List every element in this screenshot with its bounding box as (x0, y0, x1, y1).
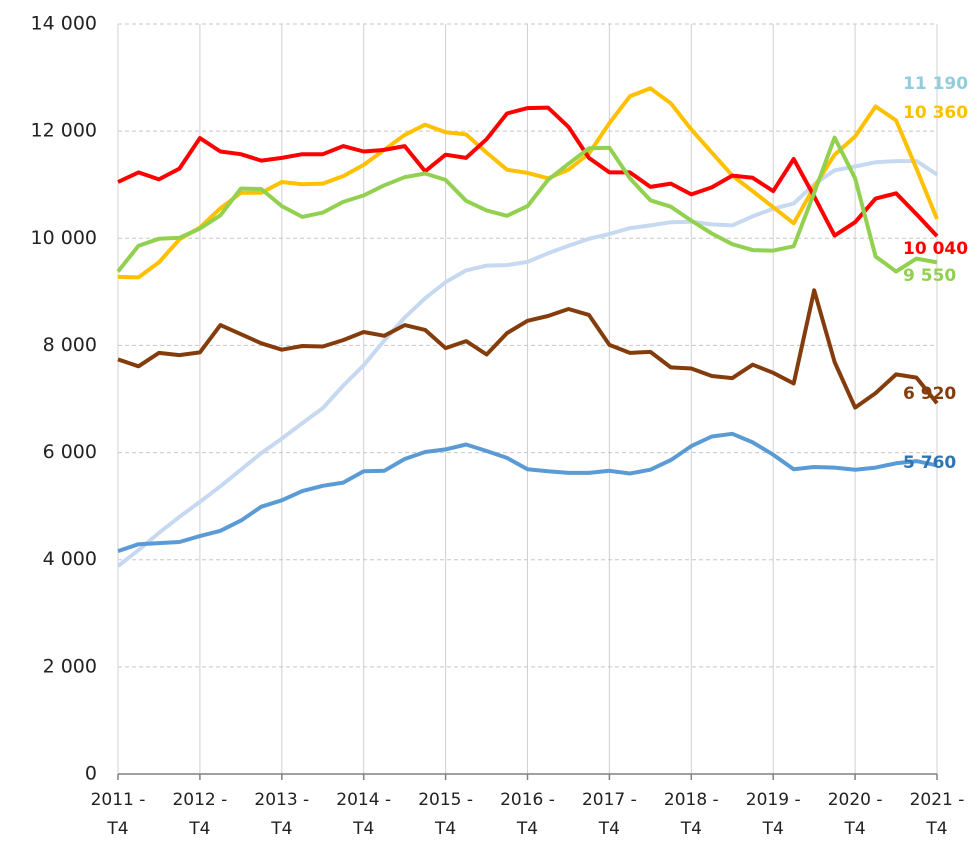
y-tick-label: 2 000 (43, 655, 97, 677)
x-tick-label: 2017 - T4 (581, 790, 637, 839)
x-tick-label: 2013 - T4 (254, 790, 310, 839)
y-tick-label: 8 000 (43, 334, 97, 356)
y-tick-label: 10 000 (31, 227, 97, 249)
x-tick-label: 2018 - T4 (663, 790, 719, 839)
x-tick-label: 2016 - T4 (500, 790, 555, 839)
y-tick-label: 6 000 (43, 441, 97, 463)
y-tick-label: 12 000 (31, 120, 97, 142)
series-line (117, 86, 939, 280)
series-line (117, 105, 939, 238)
series-line (116, 135, 938, 274)
end-value-label: 10 040 (903, 239, 968, 259)
series-line (117, 431, 938, 553)
x-tick-label: 2014 - T4 (336, 790, 392, 839)
end-value-label: 9 550 (903, 266, 956, 286)
x-tick-label: 2011 - T4 (90, 790, 146, 839)
end-value-label: 10 360 (903, 103, 968, 123)
y-tick-label: 4 000 (43, 548, 97, 570)
end-value-label: 5 760 (903, 453, 956, 473)
y-tick-label: 0 (85, 763, 97, 785)
end-value-label: 6 920 (903, 384, 956, 404)
x-tick-label: 2019 - T4 (745, 790, 801, 839)
end-value-label: 11 190 (903, 74, 968, 94)
x-tick-label: 2021 - T4 (909, 790, 965, 839)
y-tick-label: 14 000 (31, 13, 97, 35)
x-tick-label: 2015 - T4 (418, 790, 473, 839)
x-tick-label: 2012 - T4 (172, 790, 228, 839)
series-line (117, 288, 939, 410)
x-tick-label: 2020 - T4 (827, 790, 883, 839)
series-line (116, 159, 939, 568)
